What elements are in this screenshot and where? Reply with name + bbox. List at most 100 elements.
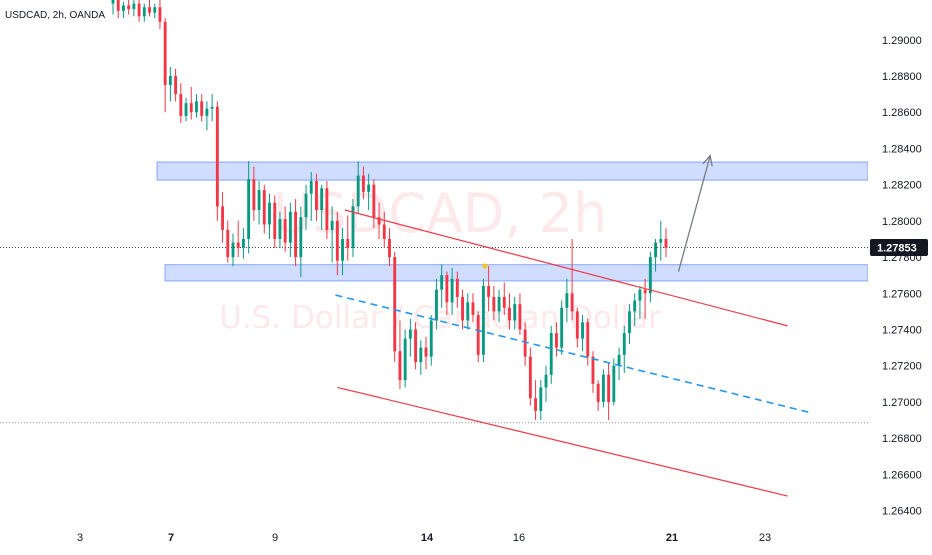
candle-body — [403, 338, 407, 381]
candle-body — [617, 354, 621, 366]
candle — [544, 365, 548, 402]
candle-body — [518, 304, 522, 330]
candle-body — [481, 286, 485, 355]
candle — [356, 161, 360, 214]
candle — [414, 322, 418, 370]
price-tick-label: 1.28600 — [882, 107, 922, 119]
candle-body — [654, 242, 658, 258]
price-tick-label: 1.27400 — [882, 324, 922, 336]
candle — [252, 166, 256, 221]
candle — [210, 94, 214, 122]
candle-body — [163, 21, 167, 86]
candle — [466, 293, 470, 330]
candle-body — [612, 365, 616, 402]
candle — [137, 0, 141, 22]
candle-body — [315, 181, 318, 210]
candle — [127, 0, 131, 15]
candle — [205, 101, 209, 131]
price-tick-label: 1.28200 — [882, 180, 922, 192]
candle — [335, 211, 339, 276]
candle-body — [294, 211, 298, 258]
drawings-layer — [335, 154, 812, 497]
candle-body — [241, 238, 245, 249]
support-zone[interactable] — [164, 264, 869, 282]
channel-upper-line[interactable] — [344, 209, 788, 327]
candle-body — [435, 289, 438, 321]
price-axis-background — [868, 0, 932, 525]
candle — [528, 347, 532, 406]
candle — [142, 3, 146, 22]
price-tick-label: 1.26800 — [882, 433, 922, 445]
price-tick-label: 1.27600 — [882, 288, 922, 300]
candle — [607, 362, 611, 420]
candle — [262, 184, 266, 234]
candle-body — [476, 315, 480, 355]
candle — [612, 358, 616, 406]
candle-body — [325, 188, 329, 230]
candle-body — [278, 219, 282, 239]
candle — [429, 315, 433, 366]
levels-layer — [0, 246, 868, 424]
last-price-tag-background — [870, 238, 928, 256]
projection-arrow[interactable] — [677, 154, 713, 272]
candle-body — [288, 211, 292, 243]
candle — [278, 211, 282, 249]
candle — [461, 289, 464, 330]
candle-body — [628, 311, 631, 334]
candle-body — [283, 219, 287, 243]
candle — [189, 86, 193, 120]
candle-body — [351, 206, 355, 249]
candle-body — [570, 293, 574, 312]
candle-body — [200, 101, 204, 116]
candle — [351, 199, 355, 258]
candle — [492, 286, 496, 321]
candle — [163, 18, 167, 113]
candle — [168, 66, 172, 102]
last-price-tag: 1.27853 — [870, 238, 928, 256]
channel-lower-line[interactable] — [337, 386, 788, 497]
candle-body — [429, 320, 433, 357]
candle — [361, 166, 365, 200]
candle-body — [502, 296, 506, 308]
candle-body — [231, 242, 235, 258]
price-tick-label: 1.26600 — [882, 469, 922, 481]
candle — [648, 251, 652, 303]
candle-body — [544, 374, 548, 388]
price-axis[interactable]: 1.29000 1.28800 1.28600 1.28400 1.28200 1.280… — [868, 0, 932, 525]
candle — [257, 181, 261, 225]
candle — [622, 325, 626, 373]
candle-body — [367, 184, 371, 192]
candle — [320, 184, 324, 230]
candle-body — [560, 307, 564, 348]
candle — [325, 181, 329, 239]
candle — [471, 293, 475, 323]
candle — [372, 179, 376, 229]
last-price-label: 1.27853 — [877, 242, 917, 254]
candle — [508, 293, 511, 330]
candle-body — [247, 179, 251, 239]
time-axis[interactable]: 3 7 9 14 16 21 23 — [0, 525, 932, 550]
candle-body — [372, 184, 376, 218]
candle-body — [257, 190, 261, 210]
candle-body — [236, 242, 240, 249]
candle — [184, 97, 188, 122]
candle-body — [346, 238, 350, 249]
candle — [200, 94, 204, 122]
candle-body — [168, 76, 172, 86]
candle — [377, 202, 381, 239]
candle-body — [158, 7, 162, 22]
candle — [560, 300, 564, 355]
candle-body — [132, 3, 136, 10]
channel-middle-line[interactable] — [335, 294, 812, 414]
candle — [575, 307, 579, 348]
candle — [570, 238, 574, 321]
symbol-legend[interactable]: USDCAD, 2h, OANDA — [5, 10, 105, 21]
candle-body — [189, 103, 193, 113]
resistance-zone[interactable] — [156, 161, 869, 181]
candle — [513, 296, 517, 330]
candle-body — [330, 220, 334, 230]
candle-body — [648, 257, 652, 294]
